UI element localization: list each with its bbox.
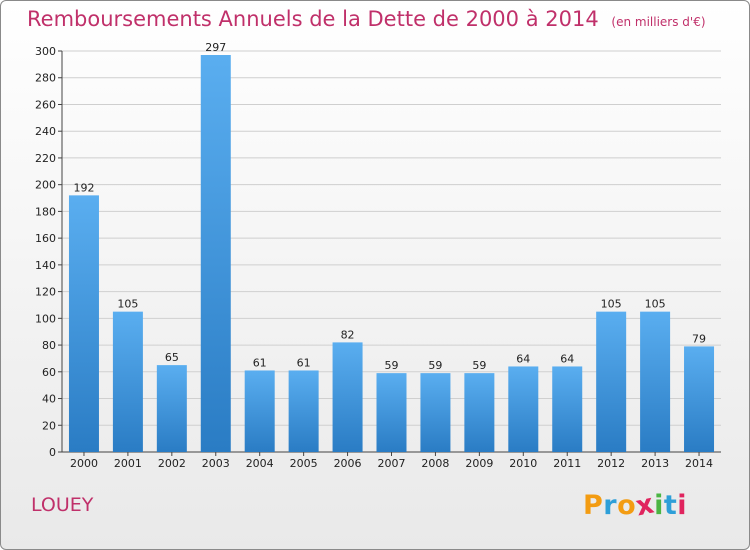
bar-2003 <box>200 55 231 452</box>
y-tick-label: 180 <box>35 205 56 218</box>
y-tick-label: 0 <box>49 446 56 459</box>
x-tick-label-2001: 2001 <box>114 457 142 470</box>
y-tick-label: 60 <box>42 366 56 379</box>
y-tick-label: 100 <box>35 312 56 325</box>
x-tick-label-2002: 2002 <box>158 457 186 470</box>
bar-2012 <box>596 311 627 452</box>
logo-letter: o <box>617 490 637 521</box>
bar-2004 <box>244 370 275 452</box>
value-label-2001: 105 <box>117 298 138 311</box>
value-label-2008: 59 <box>428 359 442 372</box>
x-tick-label-2000: 2000 <box>70 457 98 470</box>
chart-title: Remboursements Annuels de la Dette de 20… <box>27 7 706 31</box>
x-tick-label-2014: 2014 <box>685 457 713 470</box>
y-tick-label: 20 <box>42 419 56 432</box>
logo-letter: t <box>663 490 678 521</box>
town-name: LOUEY <box>31 494 94 516</box>
bar-2000 <box>68 195 99 453</box>
value-label-2013: 105 <box>645 298 666 311</box>
logo-letter: i <box>677 490 688 521</box>
logo-letter: r <box>603 490 618 521</box>
x-tick-label-2005: 2005 <box>290 457 318 470</box>
bar-2014 <box>684 346 715 452</box>
value-label-2011: 64 <box>560 352 574 365</box>
value-label-2005: 61 <box>297 356 311 369</box>
y-tick-label: 140 <box>35 259 56 272</box>
value-label-2009: 59 <box>472 359 486 372</box>
y-tick-label: 80 <box>42 339 56 352</box>
bar-2009 <box>464 373 495 452</box>
bar-2005 <box>288 370 319 452</box>
value-label-2010: 64 <box>516 352 530 365</box>
y-tick-label: 200 <box>35 179 56 192</box>
bar-2002 <box>156 365 187 452</box>
proxiti-logo[interactable]: Proxiti <box>583 488 688 522</box>
value-label-2002: 65 <box>165 351 179 364</box>
x-tick-label-2008: 2008 <box>421 457 449 470</box>
bars <box>68 55 715 453</box>
value-label-2014: 79 <box>692 332 706 345</box>
value-label-2003: 297 <box>205 41 226 54</box>
x-tick-label-2010: 2010 <box>509 457 537 470</box>
value-label-2006: 82 <box>341 328 355 341</box>
chart-title-text: Remboursements Annuels de la Dette de 20… <box>27 7 599 31</box>
x-tick-label-2003: 2003 <box>202 457 230 470</box>
x-tick-label-2011: 2011 <box>553 457 581 470</box>
value-label-2000: 192 <box>73 181 94 194</box>
value-label-2012: 105 <box>601 298 622 311</box>
bar-2007 <box>376 373 407 452</box>
bar-2011 <box>552 366 583 452</box>
x-tick-label-2006: 2006 <box>334 457 362 470</box>
x-tick-label-2013: 2013 <box>641 457 669 470</box>
labels: 0 20 40 60 80 100 120 140 160 180 200 220 240 260 280 3… <box>35 41 713 470</box>
logo-letter: P <box>583 490 604 521</box>
y-tick-label: 120 <box>35 286 56 299</box>
bar-2001 <box>112 311 143 452</box>
chart-unit-note: (en milliers d'€) <box>611 15 706 29</box>
bar-2013 <box>640 311 671 452</box>
y-tick-label: 240 <box>35 125 56 138</box>
x-tick-label-2009: 2009 <box>465 457 493 470</box>
logo-letter: i <box>654 490 664 521</box>
y-tick-label: 280 <box>35 72 56 85</box>
x-tick-label-2004: 2004 <box>246 457 274 470</box>
y-tick-label: 260 <box>35 98 56 111</box>
bar-2006 <box>332 342 363 452</box>
y-tick-label: 40 <box>42 393 56 406</box>
bar-2008 <box>420 373 451 452</box>
x-tick-label-2012: 2012 <box>597 457 625 470</box>
y-tick-label: 220 <box>35 152 56 165</box>
y-tick-label: 300 <box>35 45 56 58</box>
x-tick-label-2007: 2007 <box>378 457 406 470</box>
value-label-2004: 61 <box>253 356 267 369</box>
value-label-2007: 59 <box>385 359 399 372</box>
bar-2010 <box>508 366 539 452</box>
y-tick-label: 160 <box>35 232 56 245</box>
